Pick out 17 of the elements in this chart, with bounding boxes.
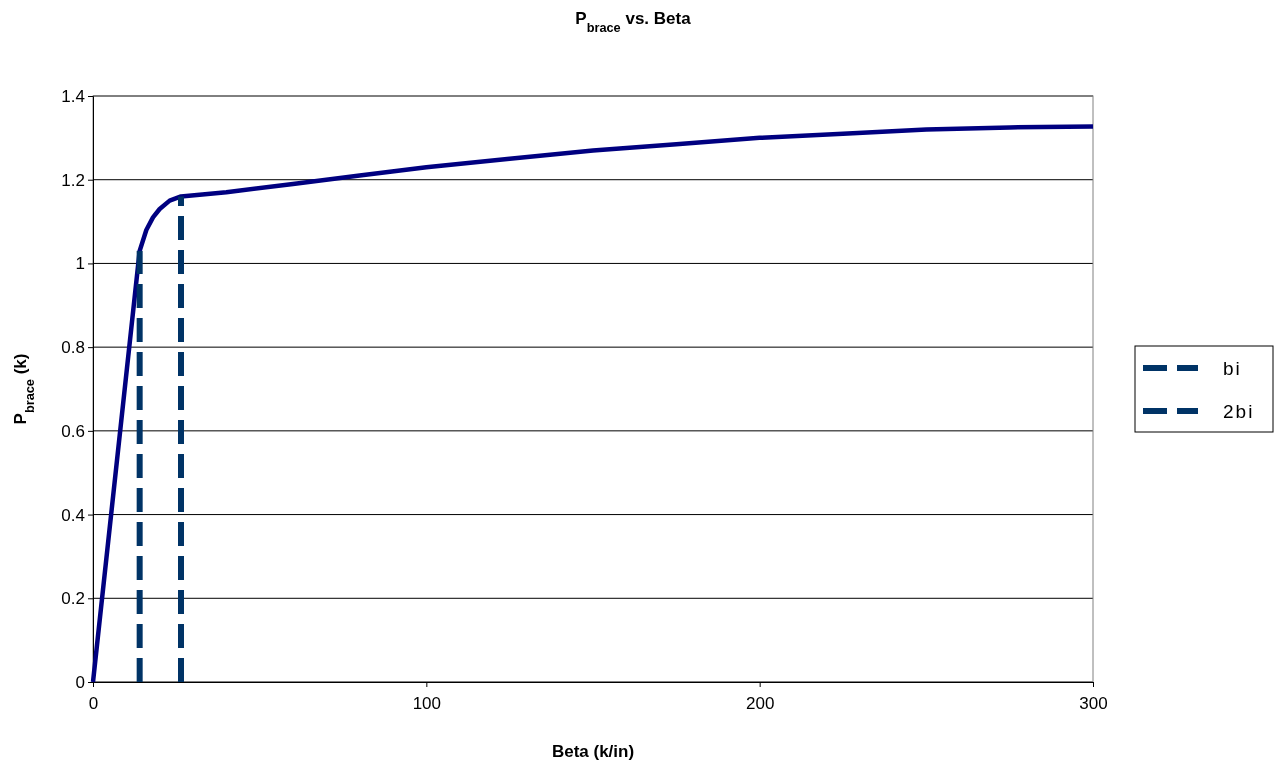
- y-tick-label: 1: [75, 254, 85, 274]
- x-tick-label: 200: [745, 693, 775, 713]
- y-tick-label: 1.2: [61, 170, 85, 190]
- y-tick-label: 1.4: [61, 86, 85, 106]
- x-axis-title: Beta (k/in): [551, 742, 635, 761]
- y-tick-label: 0.4: [61, 505, 85, 525]
- y-tick-label: 0.6: [61, 421, 85, 441]
- x-tick-label: 100: [412, 693, 442, 713]
- x-tick-label: 0: [88, 693, 99, 713]
- y-tick-label: 0.2: [61, 589, 85, 609]
- x-tick-label: 300: [1079, 693, 1108, 713]
- legend-label: 2bi: [1223, 401, 1255, 422]
- y-tick-label: 0: [75, 672, 85, 692]
- line-series: [90, 124, 1096, 685]
- y-tick-label: 0.8: [61, 338, 85, 358]
- chart-title: P$_{brace}$ vs. Beta: [575, 9, 692, 35]
- legend-label: bi: [1223, 358, 1242, 379]
